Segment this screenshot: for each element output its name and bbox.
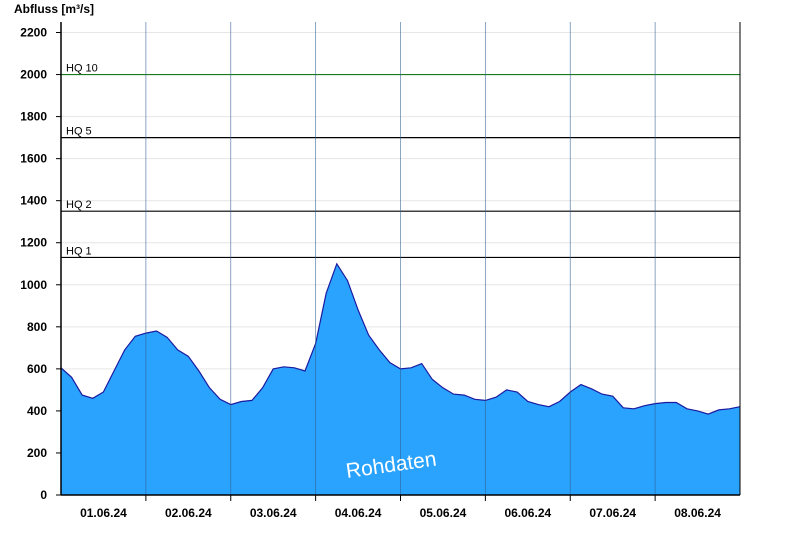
threshold-label: HQ 10 xyxy=(66,63,98,75)
y-tick-labels: 0 200 400 600 800 1000 1200 1400 1600 1800 2000 220… xyxy=(20,26,61,502)
y-axis-label: Abfluss [m³/s] xyxy=(14,2,94,16)
x-tick-labels: 01.06.24 02.06.24 03.06.24 04.06.24 05.06.24… xyxy=(80,495,721,520)
x-tick-label: 08.06.24 xyxy=(674,506,721,520)
y-tick-label: 0 xyxy=(40,488,47,502)
y-tick-label: 1600 xyxy=(20,152,47,166)
y-tick-label: 400 xyxy=(27,404,47,418)
x-tick-label: 03.06.24 xyxy=(250,506,297,520)
y-tick-label: 2000 xyxy=(20,68,47,82)
y-tick-label: 800 xyxy=(27,320,47,334)
y-tick-label: 2200 xyxy=(20,26,47,40)
threshold-lines: HQ 1 HQ 2 HQ 5 HQ 10 xyxy=(61,63,740,259)
x-tick-label: 01.06.24 xyxy=(80,506,127,520)
threshold-label: HQ 5 xyxy=(66,126,92,138)
y-tick-label: 1800 xyxy=(20,110,47,124)
x-tick-label: 07.06.24 xyxy=(589,506,636,520)
y-tick-label: 1000 xyxy=(20,278,47,292)
y-tick-label: 1200 xyxy=(20,236,47,250)
x-tick-label: 04.06.24 xyxy=(335,506,382,520)
threshold-label: HQ 1 xyxy=(66,245,92,257)
y-tick-label: 600 xyxy=(27,362,47,376)
y-tick-label: 1400 xyxy=(20,194,47,208)
day-separator-lines xyxy=(145,22,656,495)
y-tick-label: 200 xyxy=(27,446,47,460)
x-tick-label: 02.06.24 xyxy=(165,506,212,520)
x-tick-label: 05.06.24 xyxy=(420,506,467,520)
threshold-label: HQ 2 xyxy=(66,199,92,211)
x-tick-label: 06.06.24 xyxy=(504,506,551,520)
